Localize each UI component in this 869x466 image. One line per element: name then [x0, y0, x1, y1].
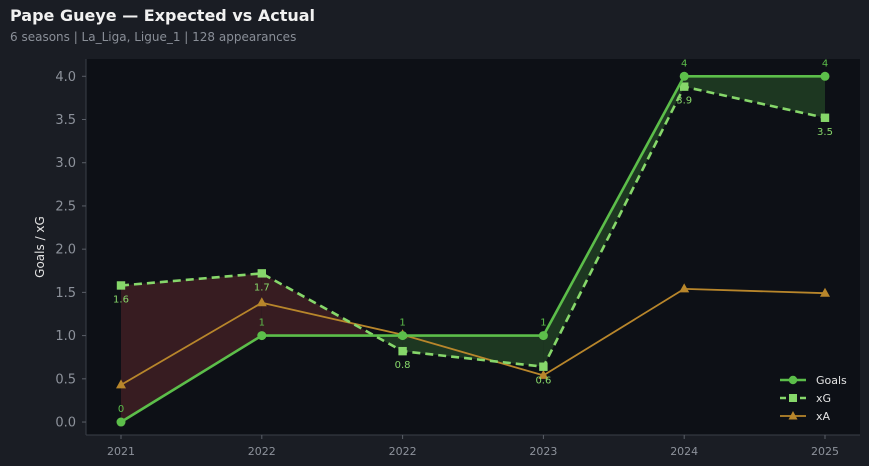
data-labels: 0 1 1 1 4 4 1.6 1.7 0.8 0.6 3.9 3.5 [113, 58, 833, 415]
chart-header: Pape Gueye — Expected vs Actual 6 season… [0, 0, 869, 56]
series-line-xa [120, 288, 826, 386]
x-tick-label: 2022 [389, 445, 417, 458]
goals-data-label: 1 [540, 318, 546, 329]
legend-item-xg: xG [780, 392, 831, 405]
x-tick-label: 2024 [670, 445, 698, 458]
goals-data-label: 4 [822, 58, 828, 69]
overperformance-fill [684, 76, 825, 118]
x-tick-label: 2022 [248, 445, 276, 458]
y-tick-label: 4.0 [55, 70, 76, 85]
y-tick-label: 3.5 [55, 113, 76, 128]
goals-data-label: 4 [681, 58, 687, 69]
goals-point [398, 331, 408, 341]
xg-point [680, 82, 689, 91]
legend-label: xG [816, 392, 831, 405]
y-tick-label: 1.5 [55, 286, 76, 301]
y-tick-label: 0.5 [55, 372, 76, 387]
goals-data-label: 1 [259, 318, 265, 329]
goals-point [257, 331, 267, 341]
series-line-goals [120, 75, 825, 424]
y-tick-label: 3.0 [55, 156, 76, 171]
x-tick-label: 2025 [811, 445, 839, 458]
xg-data-label: 0.6 [535, 376, 551, 387]
goals-point [820, 71, 830, 81]
y-axis-label: Goals / xG [33, 216, 47, 278]
underperformance-fill [121, 273, 262, 422]
xa-point [256, 297, 267, 307]
xa-point [820, 287, 830, 297]
y-tick-label: 1.0 [55, 329, 76, 344]
legend-item-goals: Goals [780, 374, 847, 387]
goals-data-label: 1 [399, 318, 405, 329]
chart-subtitle: 6 seasons | La_Liga, Ligue_1 | 128 appea… [10, 30, 297, 44]
xg-point [398, 346, 407, 356]
xg-data-label: 1.6 [113, 294, 129, 305]
x-tick-label: 2021 [107, 445, 135, 458]
xg-data-label: 0.8 [395, 360, 411, 371]
goals-data-label: 0 [118, 404, 124, 415]
series-xg [116, 82, 830, 371]
goals-point [116, 417, 126, 427]
series-goals [116, 71, 830, 427]
legend-item-xa: xA [780, 410, 831, 423]
series-layer [116, 71, 830, 427]
xa-point [538, 369, 549, 379]
goals-point [679, 71, 689, 81]
xg-data-label: 3.9 [676, 96, 692, 107]
chart-legend: Goals xG xA [780, 374, 847, 423]
series-line-xg [120, 85, 826, 368]
xg-point [116, 281, 126, 290]
xg-point [539, 362, 548, 371]
y-tick-label: 2.5 [55, 199, 76, 214]
xg-point [257, 269, 266, 278]
xg-point [820, 113, 830, 122]
xa-point [116, 379, 126, 389]
legend-label: Goals [816, 374, 847, 387]
axes: 0.0 0.5 1.0 1.5 2.0 2.5 3.0 3.5 4.0 2021 2022 2022 2… [33, 59, 860, 458]
y-tick-label: 2.0 [55, 243, 76, 258]
legend-label: xA [816, 410, 831, 423]
goals-point [538, 331, 548, 341]
xa-point [679, 283, 690, 293]
legend-square-marker [789, 394, 797, 402]
xg-data-label: 1.7 [254, 282, 270, 293]
y-tick-label: 0.0 [55, 416, 76, 431]
legend-triangle-marker [788, 411, 798, 420]
x-tick-label: 2023 [529, 445, 557, 458]
legend-circle-marker [788, 375, 798, 385]
chart-title: Pape Gueye — Expected vs Actual [10, 6, 316, 25]
xg-data-label: 3.5 [817, 127, 833, 138]
overperformance-fill [402, 335, 544, 367]
plot-area [86, 59, 860, 435]
